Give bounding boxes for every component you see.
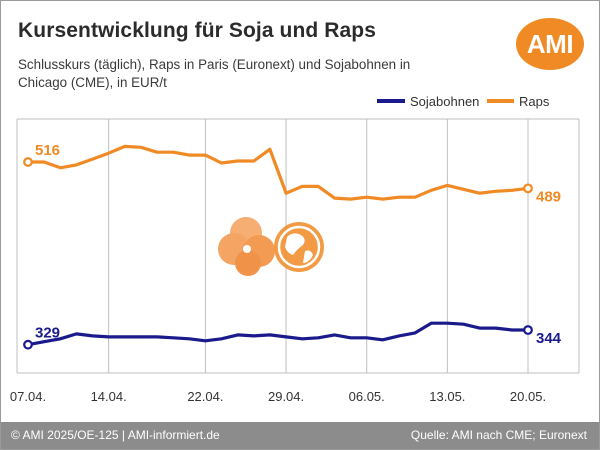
end-value-label: 489 bbox=[536, 188, 561, 205]
x-tick-label: 07.04. bbox=[10, 389, 46, 404]
footer-copyright: © AMI 2025/OE-125 | AMI-informiert.de bbox=[11, 428, 220, 442]
ami-logo: AMI bbox=[516, 18, 584, 70]
grid-layer bbox=[16, 118, 580, 374]
series-endpoint-marker bbox=[523, 325, 533, 335]
x-tick-label: 14.04. bbox=[91, 389, 127, 404]
series-endpoint-marker bbox=[23, 339, 33, 350]
start-value-label: 329 bbox=[35, 325, 60, 342]
legend: Sojabohnen Raps bbox=[377, 94, 550, 109]
x-axis-labels: 07.04. 14.04. 22.04. 29.04. 06.05. 13.05. 20.0… bbox=[10, 389, 546, 404]
footer-source: Quelle: AMI nach CME; Euronext bbox=[410, 428, 587, 442]
legend-label: Raps bbox=[519, 94, 550, 109]
series-line-sojabohnen bbox=[26, 321, 530, 347]
end-value-label: 344 bbox=[536, 330, 562, 347]
series-layer: 329 344 516 489 bbox=[23, 142, 562, 350]
chart-svg: 07.04. 14.04. 22.04. 29.04. 06.05. 13.05. 20.0… bbox=[10, 94, 580, 404]
x-tick-label: 06.05. bbox=[349, 389, 385, 404]
globe-icon bbox=[274, 222, 324, 272]
series-endpoint-marker bbox=[23, 157, 33, 167]
x-tick-label: 13.05. bbox=[429, 389, 465, 404]
legend-label: Sojabohnen bbox=[410, 94, 479, 109]
x-tick-label: 20.05. bbox=[510, 389, 546, 404]
chart-title: Kursentwicklung für Soja und Raps bbox=[18, 19, 377, 42]
flower-icon bbox=[218, 217, 275, 276]
series-endpoint-marker bbox=[523, 183, 533, 194]
watermark-icons bbox=[218, 217, 324, 276]
chart-subtitle: Schlusskurs (täglich), Raps in Paris (Eu… bbox=[18, 57, 411, 90]
x-tick-label: 22.04. bbox=[187, 389, 223, 404]
footer: © AMI 2025/OE-125 | AMI-informiert.de Qu… bbox=[1, 422, 599, 449]
start-value-label: 516 bbox=[35, 142, 60, 159]
series-line-raps bbox=[26, 144, 530, 201]
x-tick-label: 29.04. bbox=[268, 389, 304, 404]
